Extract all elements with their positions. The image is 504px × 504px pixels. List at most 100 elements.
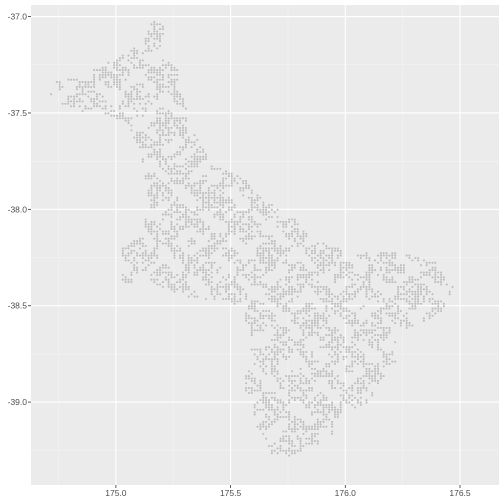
data-point — [431, 266, 434, 269]
data-point — [267, 399, 271, 402]
data-point — [176, 208, 179, 211]
data-point — [202, 266, 205, 269]
data-point — [222, 187, 225, 190]
data-point — [133, 52, 136, 55]
data-point — [87, 81, 90, 84]
data-point — [376, 341, 380, 344]
data-point — [299, 276, 302, 279]
data-point — [270, 324, 273, 327]
data-point — [158, 141, 162, 144]
data-point — [299, 447, 302, 450]
data-point — [419, 264, 423, 267]
data-point — [288, 418, 291, 421]
data-point — [345, 288, 348, 291]
data-point — [158, 66, 162, 69]
data-point — [276, 338, 279, 341]
data-point — [150, 203, 153, 207]
data-point — [425, 312, 428, 315]
data-point — [437, 302, 440, 305]
data-point — [164, 276, 167, 279]
data-point — [256, 355, 259, 358]
data-point — [170, 167, 173, 170]
data-point — [173, 283, 176, 286]
data-point — [158, 273, 162, 276]
data-point — [345, 389, 348, 392]
data-point — [193, 134, 196, 137]
data-point — [250, 259, 253, 262]
data-point — [273, 408, 276, 411]
data-point — [156, 187, 159, 190]
data-point — [259, 384, 262, 387]
data-point — [210, 203, 213, 207]
data-point — [374, 324, 377, 327]
data-point — [204, 276, 207, 279]
data-point — [265, 391, 268, 395]
data-point — [279, 293, 282, 296]
data-point — [233, 283, 236, 286]
data-point — [376, 309, 380, 313]
data-point — [196, 206, 199, 209]
data-point — [391, 276, 394, 279]
data-point — [130, 97, 133, 101]
data-point — [310, 432, 314, 435]
data-point — [81, 85, 84, 88]
data-point — [170, 237, 173, 240]
data-point — [313, 256, 316, 260]
data-point — [273, 375, 276, 378]
data-point — [313, 399, 316, 402]
data-point — [164, 211, 167, 214]
data-point — [262, 420, 265, 423]
data-point — [158, 283, 162, 286]
data-point — [202, 269, 205, 272]
data-point — [219, 240, 222, 243]
data-point — [164, 264, 167, 267]
data-point — [259, 312, 262, 315]
data-point — [222, 177, 225, 180]
data-point — [322, 425, 325, 428]
data-point — [156, 271, 159, 274]
data-point — [313, 360, 316, 363]
data-point — [351, 370, 354, 373]
data-point — [302, 420, 305, 423]
data-point — [345, 350, 348, 354]
data-point — [374, 334, 377, 337]
data-point — [213, 235, 216, 238]
data-point — [245, 273, 248, 276]
data-point — [224, 278, 228, 281]
data-point — [176, 179, 179, 182]
data-point — [187, 215, 190, 219]
data-point — [265, 365, 268, 368]
data-point — [213, 189, 216, 192]
data-point — [262, 206, 265, 209]
data-point — [353, 295, 357, 298]
data-point — [150, 206, 153, 209]
data-point — [345, 297, 348, 301]
data-point — [179, 278, 182, 281]
data-point — [359, 401, 362, 404]
data-point — [356, 401, 359, 404]
data-point — [144, 223, 147, 226]
data-point — [156, 256, 159, 260]
data-point — [293, 425, 296, 428]
data-point — [207, 256, 210, 260]
data-point — [293, 223, 296, 226]
data-point — [368, 331, 371, 334]
data-point — [391, 252, 394, 255]
data-point — [184, 158, 187, 161]
data-point — [405, 293, 408, 296]
data-point — [187, 256, 190, 260]
data-point — [242, 269, 245, 272]
data-point — [138, 242, 142, 245]
data-point — [345, 300, 348, 303]
data-point — [227, 288, 230, 291]
data-point — [256, 196, 259, 199]
data-point — [282, 220, 285, 223]
data-point — [118, 117, 121, 120]
data-point — [184, 285, 187, 288]
y-tick-label: -39.0 — [8, 397, 28, 407]
data-point — [310, 428, 314, 431]
data-point — [302, 399, 305, 402]
data-point — [250, 225, 253, 228]
data-point — [371, 375, 374, 378]
data-point — [437, 276, 440, 279]
